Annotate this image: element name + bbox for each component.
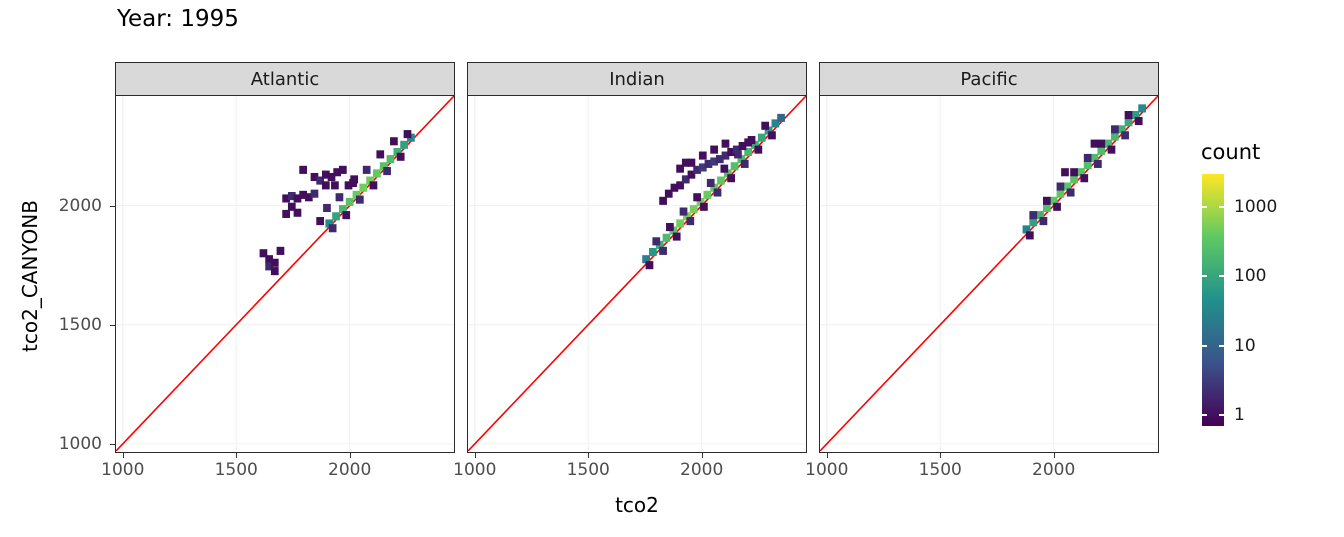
legend-tick-mark bbox=[1202, 414, 1207, 417]
legend-tick-label: 10 bbox=[1234, 335, 1256, 356]
y-tick-mark bbox=[110, 443, 115, 445]
y-tick-label: 2000 bbox=[58, 195, 102, 216]
y-tick-label: 1000 bbox=[58, 433, 102, 454]
legend-tick-mark bbox=[1202, 275, 1207, 278]
legend-tick-mark bbox=[1202, 206, 1207, 209]
legend-tick-label: 100 bbox=[1234, 266, 1267, 287]
panel-canvas-pacific bbox=[820, 96, 1158, 451]
x-tick-label: 1500 bbox=[214, 460, 258, 480]
x-tick-mark bbox=[701, 453, 703, 458]
x-axis: 1000 1500 2000 1000 1500 2000 1000 1500 2000 bbox=[101, 453, 1163, 481]
x-tick-mark bbox=[474, 453, 476, 458]
legend-tick-mark bbox=[1219, 275, 1224, 278]
x-tick-label: 1000 bbox=[453, 460, 497, 480]
panel-indian bbox=[467, 96, 807, 453]
legend-tick-mark bbox=[1219, 206, 1224, 209]
x-tick-mark bbox=[826, 453, 828, 458]
x-axis-title: tco2 bbox=[615, 493, 659, 517]
legend-title: count bbox=[1201, 140, 1261, 164]
legend-tick-mark bbox=[1219, 414, 1224, 417]
x-tick-mark bbox=[349, 453, 351, 458]
x-tick-mark bbox=[588, 453, 590, 458]
x-tick-mark bbox=[122, 453, 124, 458]
facet-strip-atlantic: Atlantic bbox=[115, 62, 455, 96]
legend-tick-mark bbox=[1219, 344, 1224, 347]
x-tick-label: 1000 bbox=[805, 460, 849, 480]
x-tick-mark bbox=[1053, 453, 1055, 458]
panel-canvas-indian bbox=[468, 96, 806, 451]
legend-tick-label: 1000 bbox=[1234, 197, 1278, 218]
panel-pacific bbox=[819, 96, 1159, 453]
y-tick-label: 1500 bbox=[58, 314, 102, 335]
y-axis: 1000 1500 2000 bbox=[0, 96, 115, 453]
facet-atlantic: Atlantic bbox=[115, 62, 455, 453]
legend-tick-mark bbox=[1202, 344, 1207, 347]
facet-pacific: Pacific bbox=[819, 62, 1159, 453]
plot-title: Year: 1995 bbox=[117, 6, 239, 32]
x-tick-label: 2000 bbox=[328, 460, 372, 480]
x-tick-label: 1000 bbox=[101, 460, 145, 480]
panels-row: Atlantic Indian Pacific bbox=[115, 62, 1159, 453]
x-tick-label: 1500 bbox=[918, 460, 962, 480]
y-tick-mark bbox=[110, 324, 115, 326]
panel-atlantic bbox=[115, 96, 455, 453]
x-tick-label: 1500 bbox=[566, 460, 610, 480]
facet-strip-pacific: Pacific bbox=[819, 62, 1159, 96]
x-tick-label: 2000 bbox=[680, 460, 724, 480]
y-tick-mark bbox=[110, 205, 115, 207]
legend: count 1000 100 10 1 bbox=[1196, 140, 1344, 470]
legend-colorbar bbox=[1202, 174, 1224, 426]
panel-canvas-atlantic bbox=[116, 96, 454, 451]
legend-tick-label: 1 bbox=[1234, 405, 1245, 426]
x-tick-mark bbox=[236, 453, 238, 458]
x-tick-mark bbox=[940, 453, 942, 458]
facet-indian: Indian bbox=[467, 62, 807, 453]
facet-strip-indian: Indian bbox=[467, 62, 807, 96]
x-tick-label: 2000 bbox=[1032, 460, 1076, 480]
